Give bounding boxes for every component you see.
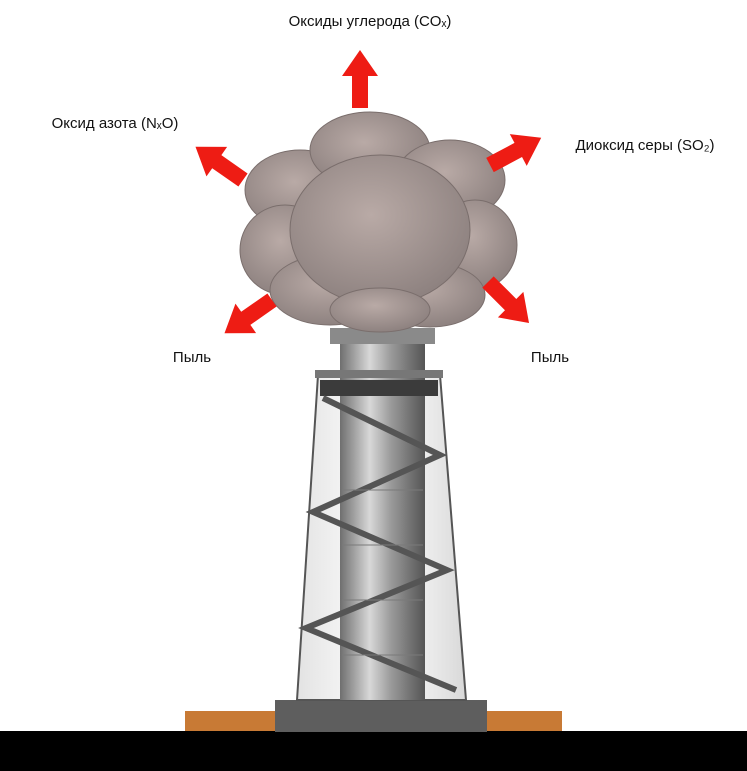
tower: [297, 328, 466, 700]
plinth: [275, 700, 487, 732]
smoke-cloud: [240, 112, 517, 332]
label: Оксиды углерода (COₓ): [289, 13, 452, 30]
label: Пыль: [531, 349, 569, 366]
label: Оксид азота (NₓO): [52, 115, 179, 132]
label: Диоксид серы (SO₂): [575, 137, 714, 154]
black-band: [0, 731, 747, 771]
diagram: Оксиды углерода (COₓ) Оксид азота (NₓO) …: [0, 0, 747, 771]
label: Пыль: [173, 349, 211, 366]
chimney-illustration: Оксиды углерода (COₓ) Оксид азота (NₓO) …: [0, 0, 747, 771]
